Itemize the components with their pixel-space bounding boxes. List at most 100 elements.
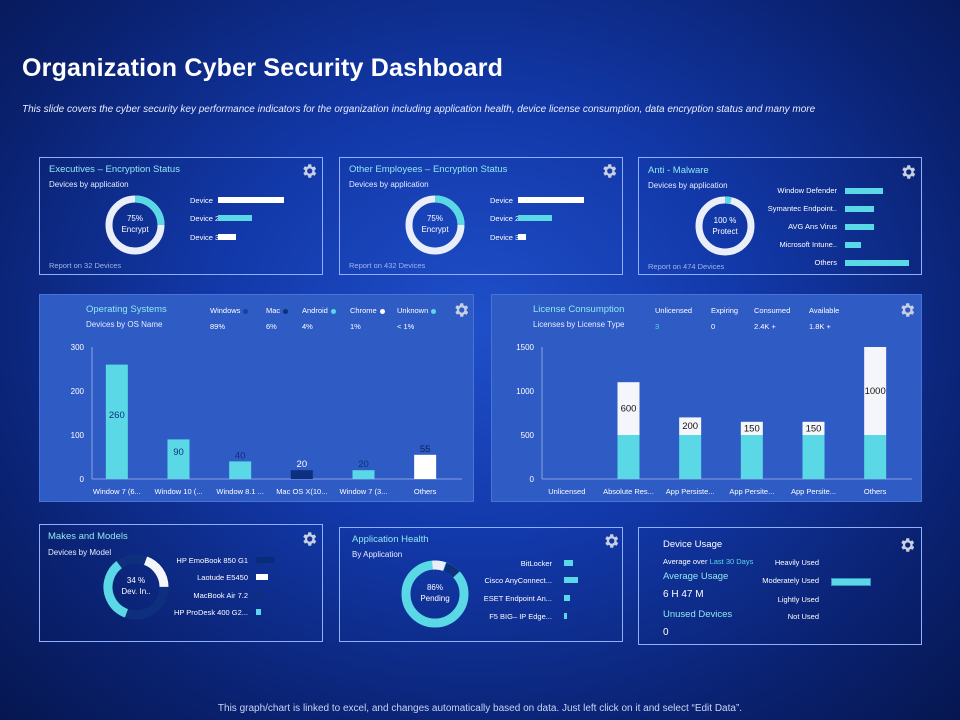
bar [845, 188, 883, 194]
avg-period: Last 30 Days [709, 557, 754, 566]
bar [256, 592, 261, 598]
legend-dot [431, 308, 437, 314]
y-tick-label: 300 [71, 343, 85, 352]
usage-panel: Device Usage Average over Last 30 Days A… [638, 527, 922, 645]
x-tick-label: Window 8.1 ... [216, 487, 264, 496]
legend-value: 6% [266, 322, 277, 331]
os-subtitle: Devices by OS Name [86, 320, 163, 329]
y-tick-label: 100 [71, 431, 85, 440]
bar-segment [617, 435, 640, 479]
model-label: HP EmoBook 850 G1 [176, 556, 248, 565]
y-tick-label: 200 [71, 387, 85, 396]
app-label: BitLocker [520, 559, 552, 568]
license-stat-label: Consumed [754, 306, 791, 315]
bar [256, 557, 274, 563]
x-tick-label: Others [414, 487, 437, 496]
bar-label: Device 2 [190, 214, 220, 223]
bar-value-label: 1000 [865, 386, 886, 397]
model-label: MacBook Air 7.2 [193, 591, 248, 600]
bar-segment [740, 421, 763, 435]
gear-icon[interactable] [300, 530, 318, 548]
license-title: License Consumption [533, 304, 625, 315]
bar [290, 470, 313, 479]
legend-item: Mac [266, 306, 289, 315]
bar [218, 197, 284, 203]
x-tick-label: App Persiste... [666, 487, 715, 496]
bar-segment [679, 435, 702, 479]
license-panel: License Consumption Licenses by License … [491, 294, 922, 502]
donut-center-label: 86% Pending [400, 582, 470, 604]
bar-value-label: 150 [744, 423, 760, 434]
bar-segment [802, 435, 825, 479]
bar [845, 206, 874, 212]
bar-label: Others [814, 258, 837, 267]
bar-value-label: 260 [109, 410, 125, 421]
bar-value-label: 150 [806, 423, 822, 434]
bar-segment [679, 417, 702, 435]
x-tick-label: Absolute Res... [603, 487, 654, 496]
model-label: HP ProDesk 400 G2... [173, 608, 248, 617]
legend-value: 89% [210, 322, 226, 331]
donut-percent: 75% [426, 214, 443, 223]
donut-label: Encrypt [421, 225, 449, 234]
bar-value-label: 20 [358, 459, 369, 470]
usage-average-over: Average over Last 30 Days [663, 557, 753, 566]
x-tick-label: Window 7 (3... [340, 487, 388, 496]
bar [218, 234, 236, 240]
bar [105, 364, 128, 479]
bar [845, 224, 874, 230]
y-tick-label: 0 [530, 475, 535, 484]
bar-value-label: 600 [621, 404, 637, 415]
bar-label: Device [190, 196, 213, 205]
gear-icon[interactable] [452, 301, 470, 319]
gear-icon[interactable] [898, 536, 916, 554]
bar-label: Microsoft Intune.. [779, 240, 837, 249]
donut-label: Encrypt [121, 225, 149, 234]
bar-label: Device [490, 196, 513, 205]
bar [831, 578, 871, 586]
gear-icon[interactable] [899, 163, 917, 181]
bar [564, 577, 578, 583]
x-tick-label: App Persite... [791, 487, 836, 496]
gear-icon[interactable] [602, 532, 620, 550]
bar-label: AVG Ans Virus [788, 222, 837, 231]
app-label: Cisco AnyConnect... [484, 576, 552, 585]
x-tick-label: App Persite... [729, 487, 774, 496]
gear-icon[interactable] [898, 301, 916, 319]
makes-panel: Makes and Models Devices by Model 34 % De… [39, 524, 323, 642]
bar [518, 234, 526, 240]
bar [229, 461, 252, 479]
bar-label: Window Defender [777, 186, 837, 195]
apphealth-title: Application Health [352, 534, 429, 545]
page-title: Organization Cyber Security Dashboard [22, 54, 504, 82]
usage-title: Device Usage [663, 539, 723, 550]
donut-label: Dev. In.. [121, 587, 151, 596]
app-label: ESET Endpoint An... [483, 594, 552, 603]
license-stat-label: Available [809, 306, 840, 315]
legend-value: 4% [302, 322, 313, 331]
x-tick-label: Window 7 (6... [93, 487, 141, 496]
antimalware-title: Anti - Malware [648, 165, 709, 176]
unused-devices-value: 0 [663, 627, 669, 638]
app-label: F5 BIG– IP Edge... [489, 612, 552, 621]
bar [564, 613, 567, 619]
y-tick-label: 500 [521, 431, 535, 440]
bar [414, 454, 437, 479]
donut-center-label: 75% Encrypt [104, 213, 166, 235]
os-bar-chart: 0 100 200 300 260 Window 7 (6... 90 Window 10 (… [71, 343, 462, 496]
gear-icon[interactable] [600, 162, 618, 180]
protect-donut [695, 196, 755, 256]
executives-title: Executives – Encryption Status [49, 164, 180, 175]
bar [845, 242, 861, 248]
avg-usage-label: Average Usage [663, 571, 729, 582]
bar [256, 574, 268, 580]
gear-icon[interactable] [300, 162, 318, 180]
x-tick-label: Mac OS X(10... [276, 487, 327, 496]
donut-percent: 100 % [713, 216, 737, 225]
license-stat-value: 2.4K + [754, 322, 776, 331]
bar-value-label: 20 [297, 459, 308, 470]
bar-label: Device 3 [190, 233, 220, 242]
models-donut [103, 554, 169, 620]
antimalware-subtitle: Devices by application [648, 181, 728, 190]
report-count: Report on 474 Devices [648, 262, 725, 271]
